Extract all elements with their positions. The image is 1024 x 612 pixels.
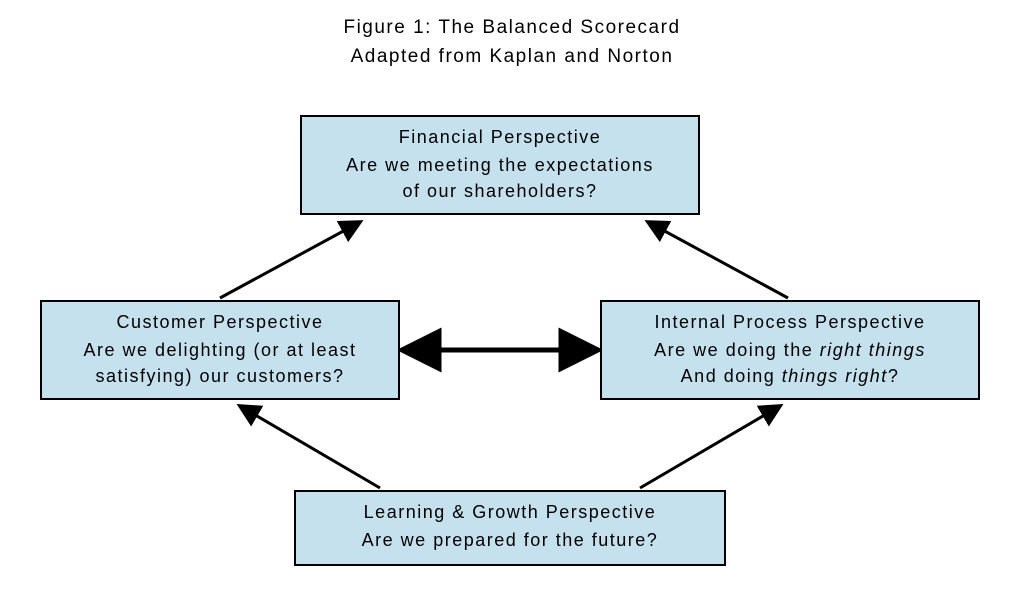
- node-financial-sub: Are we meeting the expectations of our s…: [314, 152, 686, 204]
- node-learning-growth-perspective: Learning & Growth Perspective Are we pre…: [294, 490, 726, 566]
- arrow: [648, 222, 788, 298]
- title-line-2: Adapted from Kaplan and Norton: [0, 43, 1024, 72]
- node-internal-title: Internal Process Perspective: [614, 312, 966, 333]
- figure-title: Figure 1: The Balanced Scorecard Adapted…: [0, 14, 1024, 71]
- arrow: [220, 222, 360, 298]
- node-learning-title: Learning & Growth Perspective: [308, 502, 712, 523]
- node-customer-perspective: Customer Perspective Are we delighting (…: [40, 300, 400, 400]
- node-internal-sub: Are we doing the right thingsAnd doing t…: [614, 337, 966, 389]
- node-customer-sub: Are we delighting (or at least satisfyin…: [54, 337, 386, 389]
- node-financial-perspective: Financial Perspective Are we meeting the…: [300, 115, 700, 215]
- node-customer-title: Customer Perspective: [54, 312, 386, 333]
- node-learning-sub: Are we prepared for the future?: [308, 527, 712, 553]
- arrow: [240, 406, 380, 488]
- arrow: [640, 406, 780, 488]
- title-line-1: Figure 1: The Balanced Scorecard: [0, 14, 1024, 43]
- node-financial-title: Financial Perspective: [314, 127, 686, 148]
- node-internal-process-perspective: Internal Process Perspective Are we doin…: [600, 300, 980, 400]
